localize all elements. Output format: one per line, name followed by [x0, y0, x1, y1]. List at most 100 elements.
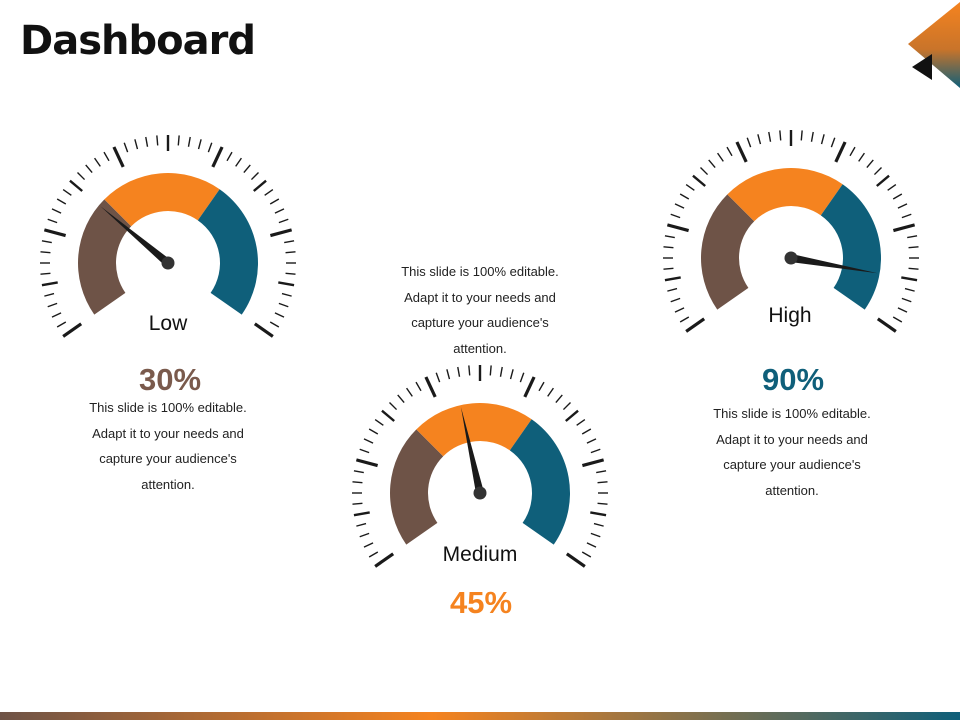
gauge-tick: [123, 142, 129, 153]
gauge-tick: [284, 240, 295, 244]
gauge-tick: [590, 448, 601, 454]
gauge-tick: [285, 251, 296, 254]
gauge-tick: [352, 481, 363, 484]
gauge-tick: [274, 312, 285, 318]
description-line: This slide is 100% editable.: [89, 400, 247, 415]
gauge-tick: [85, 164, 93, 174]
gauge-tick: [368, 551, 379, 558]
gauge-tick: [685, 317, 706, 333]
gauge-tick: [156, 135, 159, 146]
gauge-tick: [103, 151, 110, 162]
gauge-tick: [663, 246, 674, 249]
gauge-tick: [590, 511, 607, 517]
gauge-tick: [897, 307, 908, 313]
gauge-tick: [873, 166, 883, 176]
gauge-tick: [901, 297, 912, 303]
description-line: This slide is 100% editable.: [401, 264, 559, 279]
description-line: attention.: [453, 340, 507, 356]
corner-arrow-decoration: [908, 2, 960, 88]
gauge-tick: [666, 223, 690, 233]
gauge-tick: [565, 409, 579, 422]
gauge-tick: [363, 438, 374, 444]
gauge-tick: [562, 401, 572, 411]
gauge-tick: [243, 164, 251, 174]
gauge-tick: [40, 251, 51, 254]
gauge-tick: [664, 235, 675, 239]
gauge-tick: [253, 322, 274, 338]
gauge-tick: [597, 502, 608, 505]
gauge-segment-medium: [416, 402, 532, 457]
gauge-needle-hub: [161, 256, 175, 270]
gauge-tick: [597, 481, 608, 484]
gauge-tick: [576, 419, 586, 426]
gauge-tick: [355, 458, 379, 468]
gauge-percent-high: 90%: [761, 362, 825, 397]
description-line: attention.: [765, 482, 819, 498]
gauge-tick: [892, 316, 903, 323]
gauge-tick: [907, 235, 918, 239]
gauge-tick: [41, 240, 52, 244]
gauge-tick: [374, 552, 395, 568]
description-line: capture your audience's: [411, 315, 549, 330]
gauge-tick: [897, 203, 908, 209]
gauge-tick: [810, 131, 814, 142]
gauge-tick: [679, 193, 690, 200]
gauge-label-medium: Medium: [442, 543, 518, 566]
gauge-tick: [489, 365, 492, 376]
gauge-tick: [663, 267, 674, 270]
gauge-tick: [581, 428, 592, 435]
gauge-segment-low: [389, 429, 444, 545]
gauge-segment-medium: [727, 167, 843, 222]
gauge-tick: [670, 213, 681, 219]
gauge-tick: [699, 166, 709, 176]
gauge-tick: [519, 372, 525, 383]
gauge-tick: [134, 139, 139, 150]
gauge-tick: [269, 321, 280, 328]
gauge-tick: [586, 438, 597, 444]
gauge-tick: [353, 470, 364, 474]
gauge-label-high: High: [768, 304, 812, 327]
gauge-tick: [406, 387, 413, 397]
description-line: Adapt it to your needs and: [92, 425, 244, 441]
gauge-tick: [264, 189, 274, 196]
gauge-tick: [586, 542, 597, 548]
gauge-tick: [904, 287, 915, 292]
gauge-tick: [735, 141, 748, 163]
gauge-tick: [581, 551, 592, 558]
gauge-tick: [908, 267, 919, 270]
gauge-tick: [56, 198, 67, 205]
gauge-tick: [207, 142, 213, 153]
gauge-tick: [834, 141, 847, 163]
gauge-tick: [397, 394, 405, 404]
gauge-description-low: This slide is 100% editable. Adapt it to…: [68, 395, 268, 497]
gauge-tick: [726, 146, 733, 157]
gauge-tick: [664, 276, 681, 282]
gauge-tick: [581, 458, 605, 468]
gauge-tick: [51, 208, 62, 214]
gauge-tick: [197, 139, 202, 150]
gauge-tick: [858, 152, 865, 162]
gauge-tick: [235, 157, 242, 167]
gauge-tick: [388, 401, 398, 411]
gauge-tick: [435, 372, 441, 383]
gauge-needle-hub: [473, 486, 487, 500]
gauge-tick: [359, 448, 370, 454]
gauge-tick: [596, 470, 607, 474]
gauge-tick: [278, 281, 295, 287]
gauge-needle-hub: [784, 251, 798, 265]
gauge-tick: [47, 218, 58, 224]
gauge-tick: [40, 272, 51, 275]
gauge-tick: [830, 137, 836, 148]
gauge-tick: [187, 136, 191, 147]
gauge-tick: [908, 246, 919, 249]
gauge-tick: [674, 203, 685, 209]
gauge-tick: [353, 511, 370, 517]
gauge-percent-medium: 45%: [449, 585, 513, 620]
gauge-tick: [876, 174, 890, 187]
gauge-tick: [523, 376, 536, 398]
description-line: attention.: [141, 476, 195, 492]
gauge-tick: [69, 179, 83, 192]
gauge-tick: [685, 184, 695, 191]
gauge-tick: [352, 502, 363, 505]
